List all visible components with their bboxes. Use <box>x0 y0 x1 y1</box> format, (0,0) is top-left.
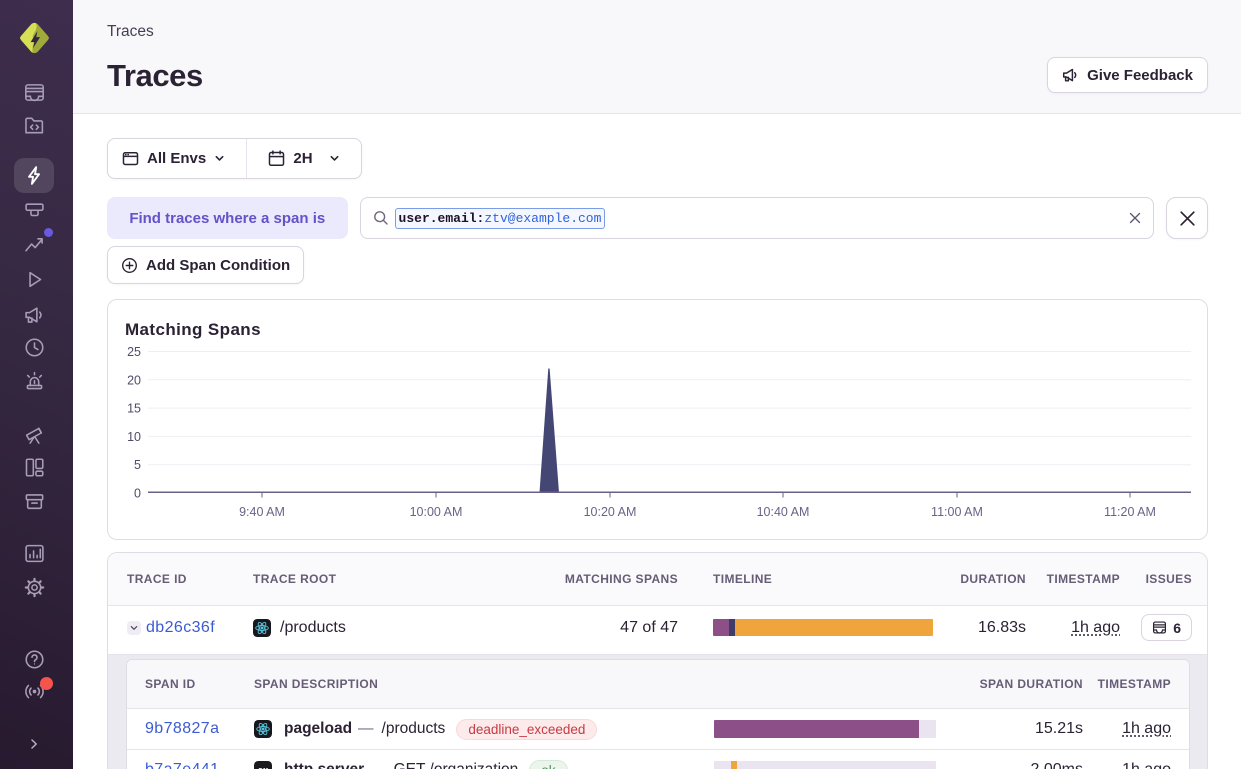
svg-text:0: 0 <box>134 487 141 501</box>
svg-text:9:40 AM: 9:40 AM <box>239 505 285 519</box>
svg-text:10:00 AM: 10:00 AM <box>410 505 463 519</box>
svg-text:20: 20 <box>127 373 141 387</box>
svg-text:ex: ex <box>258 765 269 769</box>
svg-text:10:40 AM: 10:40 AM <box>757 505 810 519</box>
svg-text:11:20 AM: 11:20 AM <box>1104 505 1156 519</box>
svg-text:15: 15 <box>127 402 141 416</box>
svg-text:25: 25 <box>127 345 141 359</box>
svg-text:5: 5 <box>134 458 141 472</box>
svg-text:11:00 AM: 11:00 AM <box>931 505 983 519</box>
svg-text:10:20 AM: 10:20 AM <box>584 505 637 519</box>
svg-text:10: 10 <box>127 430 141 444</box>
